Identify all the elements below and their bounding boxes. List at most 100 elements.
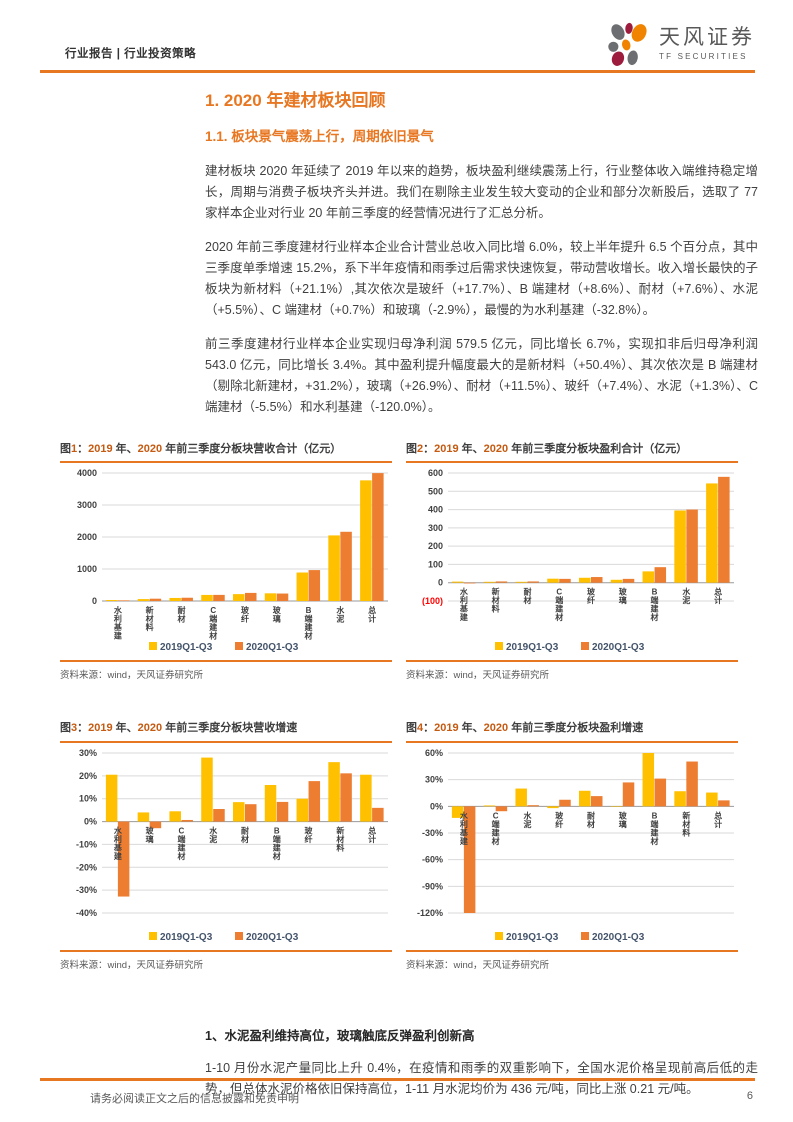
y-tick-label: 100 <box>428 560 443 570</box>
figure-4-title: 图4：2019 年、2020 年前三季度分板块盈利增速 <box>406 721 738 743</box>
x-category-label: 玻纤 <box>305 825 314 844</box>
bar <box>674 510 686 584</box>
legend-label: 2019Q1-Q3 <box>160 932 213 943</box>
figure-1-chart: 0 1000 2000 3000 4000 水利基建 新材料 耐材 C 端建材 玻纤 玻璃 B 端建材 水泥… <box>60 465 392 660</box>
bar <box>547 578 559 584</box>
figure-1: 图1：2019 年、2020 年前三季度分板块营收合计（亿元） 0 1000 200… <box>60 442 392 681</box>
figure-2-title: 图2：2019 年、2020 年前三季度分板块盈利合计（亿元） <box>406 442 738 464</box>
legend-swatch <box>495 931 503 940</box>
bar <box>372 473 384 602</box>
bar <box>296 798 309 822</box>
figure-2-chart: (100) 0 100 200 300 400 500 600 水利基建 新材料 耐材 C 端建材 玻纤 玻… <box>406 465 738 660</box>
bar <box>372 807 384 822</box>
y-tick-label: 0 <box>438 578 443 588</box>
legend-label: 2020Q1-Q3 <box>246 642 299 653</box>
legend-label: 2019Q1-Q3 <box>506 642 559 653</box>
bar <box>360 774 372 822</box>
x-category-label: 新材料 <box>492 587 500 614</box>
y-tick-label: 400 <box>428 505 443 515</box>
bar <box>706 792 718 806</box>
legend-label: 2019Q1-Q3 <box>506 932 559 943</box>
bar <box>579 790 591 806</box>
bar <box>245 593 257 602</box>
bar <box>463 805 476 913</box>
paragraph-cement: 1-10 月份水泥产量同比上升 0.4%，在疫情和雨季的双重影响下，全国水泥价格… <box>205 1060 758 1096</box>
bar <box>105 600 118 602</box>
x-category-label: 新材料 <box>146 605 154 632</box>
x-category-label: B 端建材 <box>650 811 660 846</box>
x-category-label: 耐材 <box>587 810 595 829</box>
y-tick-label: 200 <box>428 541 443 551</box>
bar <box>527 581 539 584</box>
brand-subtitle: TF SECURITIES <box>659 51 748 61</box>
bar <box>610 580 623 584</box>
bar <box>463 583 476 584</box>
bar <box>181 819 193 822</box>
paragraph-profit: 前三季度建材行业样本企业实现归母净利润 579.5 亿元，同比增长 6.7%，实… <box>205 337 758 414</box>
bar <box>718 477 730 584</box>
x-category-label: 水泥 <box>681 587 691 606</box>
bar <box>328 761 340 822</box>
x-category-label: 水泥 <box>335 605 345 624</box>
legend-swatch <box>149 931 157 940</box>
y-tick-label: (100) <box>422 596 443 606</box>
x-category-label: 耐材 <box>241 825 249 844</box>
bar <box>308 780 321 822</box>
bar <box>137 599 150 602</box>
bar <box>495 805 508 811</box>
x-category-label: B 端建材 <box>272 826 282 861</box>
figure-4: 图4：2019 年、2020 年前三季度分板块盈利增速 -120% -90% -60… <box>406 721 738 971</box>
y-tick-label: -30% <box>76 885 97 895</box>
figures-grid: 图1：2019 年、2020 年前三季度分板块营收合计（亿元） 0 1000 200… <box>60 442 758 971</box>
x-category-label: 水利基建 <box>459 810 469 846</box>
bar <box>622 782 635 806</box>
y-tick-label: 300 <box>428 523 443 533</box>
y-tick-label: -10% <box>76 839 97 849</box>
chart-canvas: -120% -90% -60% -30% 0% 30% 60% 水利基建 C 端建材 水泥 玻纤 耐材 玻… <box>417 748 734 943</box>
bar <box>149 598 162 602</box>
bar <box>213 595 225 602</box>
bar <box>654 567 667 584</box>
x-category-label: B 端建材 <box>304 606 314 641</box>
bar <box>559 579 571 584</box>
x-category-label: C 端建材 <box>176 826 186 861</box>
x-category-label: 水泥 <box>522 810 532 829</box>
bar <box>718 799 730 806</box>
page-header: 行业报告 | 行业投资策略 天风证券 TF SECURITIES <box>40 22 755 73</box>
brand-logo: 天风证券 TF SECURITIES <box>606 21 755 67</box>
figure-3-source: 资料来源：wind，天风证券研究所 <box>60 949 392 971</box>
figure-3: 图3：2019 年、2020 年前三季度分板块营收增速 -40% -30% -20%… <box>60 721 392 971</box>
y-tick-label: 20% <box>79 770 97 780</box>
bar <box>515 582 527 584</box>
report-body: 1. 2020 年建材板块回顾 1.1. 板块景气震荡上行，周期依旧景气 建材板… <box>40 86 758 1113</box>
x-category-label: 总计 <box>368 825 376 844</box>
brand-name: 天风证券 <box>659 26 755 50</box>
section-title: 1. 2020 年建材板块回顾 <box>205 91 386 110</box>
x-category-label: C 端建材 <box>491 811 501 846</box>
bar <box>591 795 603 806</box>
figure-1-source: 资料来源：wind，天风证券研究所 <box>60 660 392 681</box>
legend-label: 2020Q1-Q3 <box>592 642 645 653</box>
legend-label: 2019Q1-Q3 <box>160 642 213 653</box>
legend-label: 2020Q1-Q3 <box>592 932 645 943</box>
x-category-label: 玻纤 <box>241 605 250 624</box>
bar <box>137 812 150 822</box>
x-category-label: 水利基建 <box>113 825 123 861</box>
y-tick-label: 30% <box>79 748 97 758</box>
bar <box>642 752 655 806</box>
y-tick-label: 2000 <box>77 532 97 542</box>
y-tick-label: 10% <box>79 793 97 803</box>
y-tick-label: 0% <box>84 816 97 826</box>
paragraph-overview: 建材板块 2020 年延续了 2019 年以来的趋势，板块盈利继续震荡上行，行业… <box>205 164 758 220</box>
figure-4-chart: -120% -90% -60% -30% 0% 30% 60% 水利基建 C 端建材 水泥 玻纤 耐材 玻… <box>406 745 738 950</box>
bar <box>340 532 352 602</box>
bar <box>105 774 118 822</box>
bar <box>201 595 213 602</box>
legend-swatch <box>581 931 589 940</box>
bar <box>201 757 213 822</box>
bar <box>706 483 718 584</box>
figure-3-title: 图3：2019 年、2020 年前三季度分板块营收增速 <box>60 721 392 743</box>
report-type-label: 行业报告 | 行业投资策略 <box>65 48 197 60</box>
y-tick-label: -20% <box>76 862 97 872</box>
